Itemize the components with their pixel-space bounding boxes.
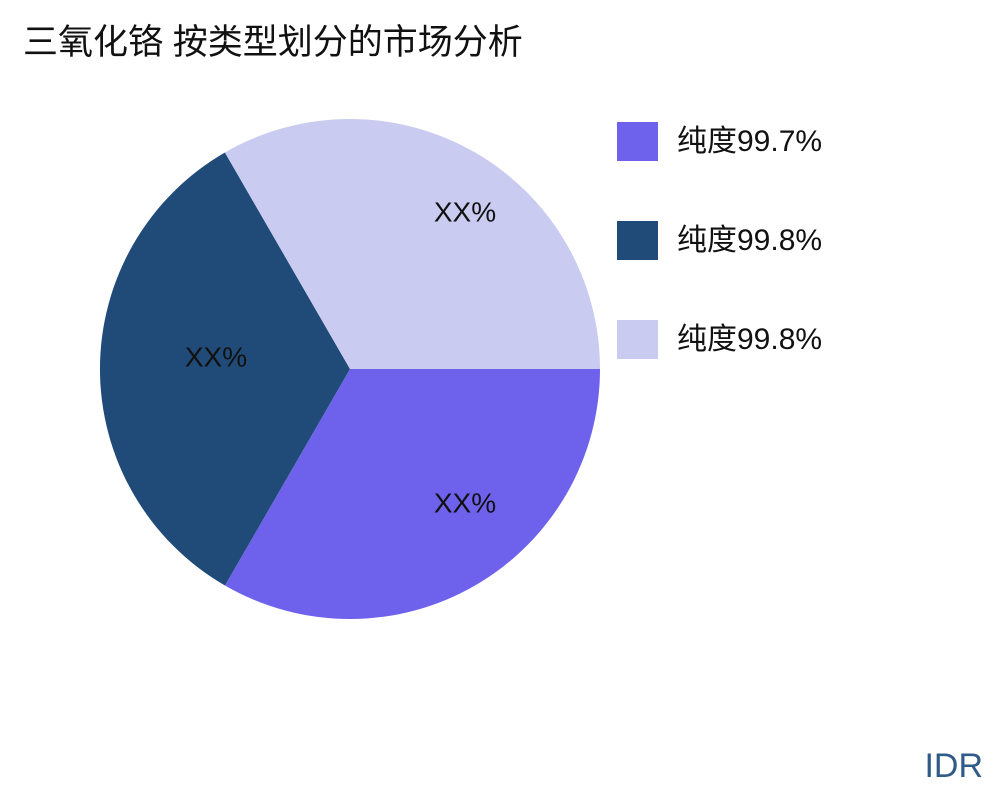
legend-swatch-icon [617,122,658,161]
legend-item-1: 纯度99.8% [617,221,822,260]
pie-slice-1 [99,152,350,586]
pie-slice-value-label-2: XX% [434,197,496,228]
legend-label: 纯度99.7% [677,124,823,158]
legend-item-2: 纯度99.8% [617,320,822,359]
pie-slice-0 [225,369,600,619]
legend-label: 纯度99.8% [677,322,823,356]
legend: 纯度99.7% 纯度99.8% 纯度99.8% [617,122,822,419]
pie-slice-2 [224,118,600,370]
legend-swatch-icon [617,320,658,359]
chart-title: 三氧化铬 按类型划分的市场分析 [23,23,523,62]
footer-watermark: IDR [924,747,983,785]
pie-slice-value-label-1: XX% [185,342,247,373]
pie-slice-value-label-0: XX% [434,488,496,519]
legend-item-0: 纯度99.7% [617,122,822,161]
legend-swatch-icon [617,221,658,260]
legend-label: 纯度99.8% [677,223,823,257]
